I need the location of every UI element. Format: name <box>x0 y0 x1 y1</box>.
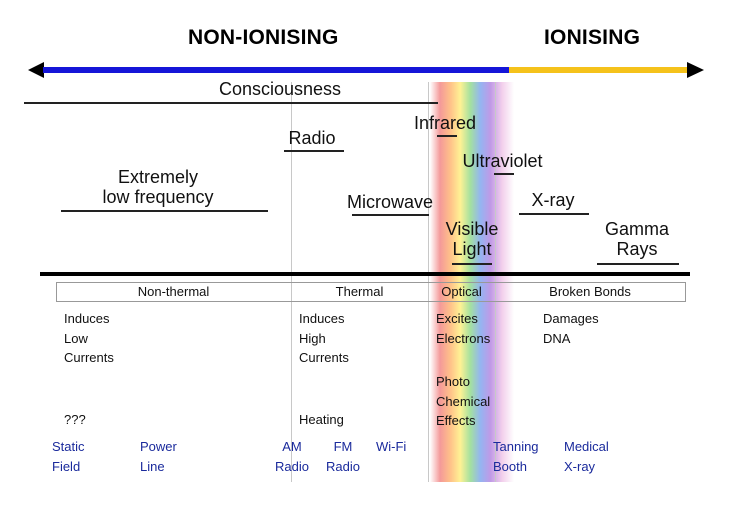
category-thermal: Thermal <box>335 284 384 299</box>
category-optical: Optical <box>441 284 482 299</box>
spectrum-divider <box>40 272 690 276</box>
example-fm-radio: FM Radio <box>326 439 360 474</box>
band-ultraviolet: Ultraviolet <box>462 151 543 171</box>
effect-induces-high-currents: Induces High Currents <box>299 311 349 365</box>
ionising-heading: IONISING <box>544 26 641 49</box>
example-am-radio: AM Radio <box>275 439 309 474</box>
left-arrow-head <box>28 62 44 78</box>
effect-photochemical: Photo Chemical Effects <box>436 374 491 428</box>
effect-heating: Heating <box>299 412 344 427</box>
effect-induces-low-currents: Induces Low Currents <box>64 311 114 365</box>
non-ionising-bar <box>43 67 509 73</box>
band-extremely-low-frequency: Extremely low frequency <box>102 167 214 207</box>
x-ray-range-line <box>519 213 589 215</box>
non-ionising-heading: NON-IONISING <box>188 26 339 49</box>
effect-excites-electrons: Excites Electrons <box>436 311 491 346</box>
ionising-bar <box>509 67 687 73</box>
band-gamma-rays: Gamma Rays <box>604 219 669 259</box>
consciousness-range-line <box>24 102 438 104</box>
elf-range-line <box>61 210 268 212</box>
band-infrared: Infrared <box>413 113 477 133</box>
band-consciousness: Consciousness <box>218 79 342 99</box>
band-radio: Radio <box>288 128 336 148</box>
example-medical-xray: Medical X-ray <box>564 439 609 474</box>
visible-range-line <box>452 263 492 265</box>
right-arrow-head <box>687 62 704 78</box>
example-tanning-booth: Tanning Booth <box>493 439 539 474</box>
gamma-range-line <box>597 263 679 265</box>
infrared-range-line <box>437 135 457 137</box>
ionisation-arrow <box>28 62 704 78</box>
band-visible-light: Visible Light <box>445 219 499 259</box>
example-power-line: Power Line <box>140 439 177 474</box>
effect-unknown: ??? <box>64 412 86 427</box>
effect-damages-dna: Damages DNA <box>543 311 599 346</box>
radio-range-line <box>284 150 344 152</box>
microwave-range-line <box>352 214 429 216</box>
band-microwave: Microwave <box>346 192 434 212</box>
example-wifi: Wi-Fi <box>376 439 407 454</box>
example-static-field: Static Field <box>52 439 85 474</box>
band-x-ray: X-ray <box>531 190 575 210</box>
ultraviolet-range-line <box>494 173 514 175</box>
category-non-thermal: Non-thermal <box>137 284 210 299</box>
category-broken-bonds: Broken Bonds <box>549 284 631 299</box>
category-box <box>56 282 686 302</box>
